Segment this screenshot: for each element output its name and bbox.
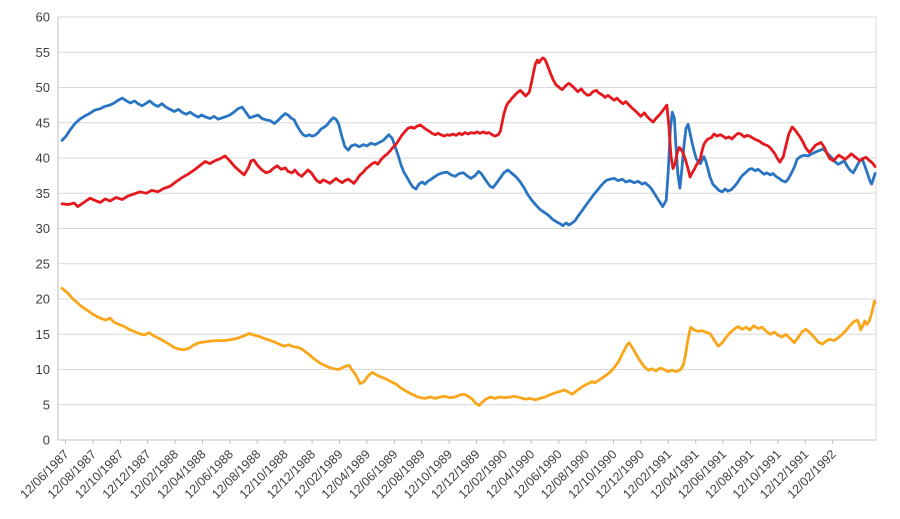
y-axis-tick-label: 30 [36, 221, 50, 236]
y-axis-tick-label: 35 [36, 186, 50, 201]
y-axis-tick-label: 45 [36, 115, 50, 130]
gridlines [57, 16, 877, 441]
y-axis-tick-label: 5 [43, 397, 50, 412]
series-blue-line [60, 96, 877, 228]
y-axis-tick-label: 55 [36, 45, 50, 60]
y-axis-tick-label: 20 [36, 292, 50, 307]
series-orange-line [60, 286, 877, 407]
y-axis-tick-label: 40 [36, 151, 50, 166]
y-axis-tick-label: 10 [36, 362, 50, 377]
x-axis-labels: 12/06/198712/08/198712/10/198712/12/1987… [17, 447, 838, 501]
y-axis-tick-label: 0 [43, 433, 50, 448]
y-axis-labels: 0 5 10 15 20 25 30 35 40 45 50 55 60 [36, 10, 50, 448]
series-lines [60, 56, 877, 407]
series-red-line [60, 56, 877, 209]
x-axis [65, 440, 834, 444]
y-axis-tick-label: 60 [36, 10, 50, 25]
y-axis-tick-label: 50 [36, 80, 50, 95]
y-axis-tick-label: 15 [36, 327, 50, 342]
y-axis-tick-label: 25 [36, 256, 50, 271]
